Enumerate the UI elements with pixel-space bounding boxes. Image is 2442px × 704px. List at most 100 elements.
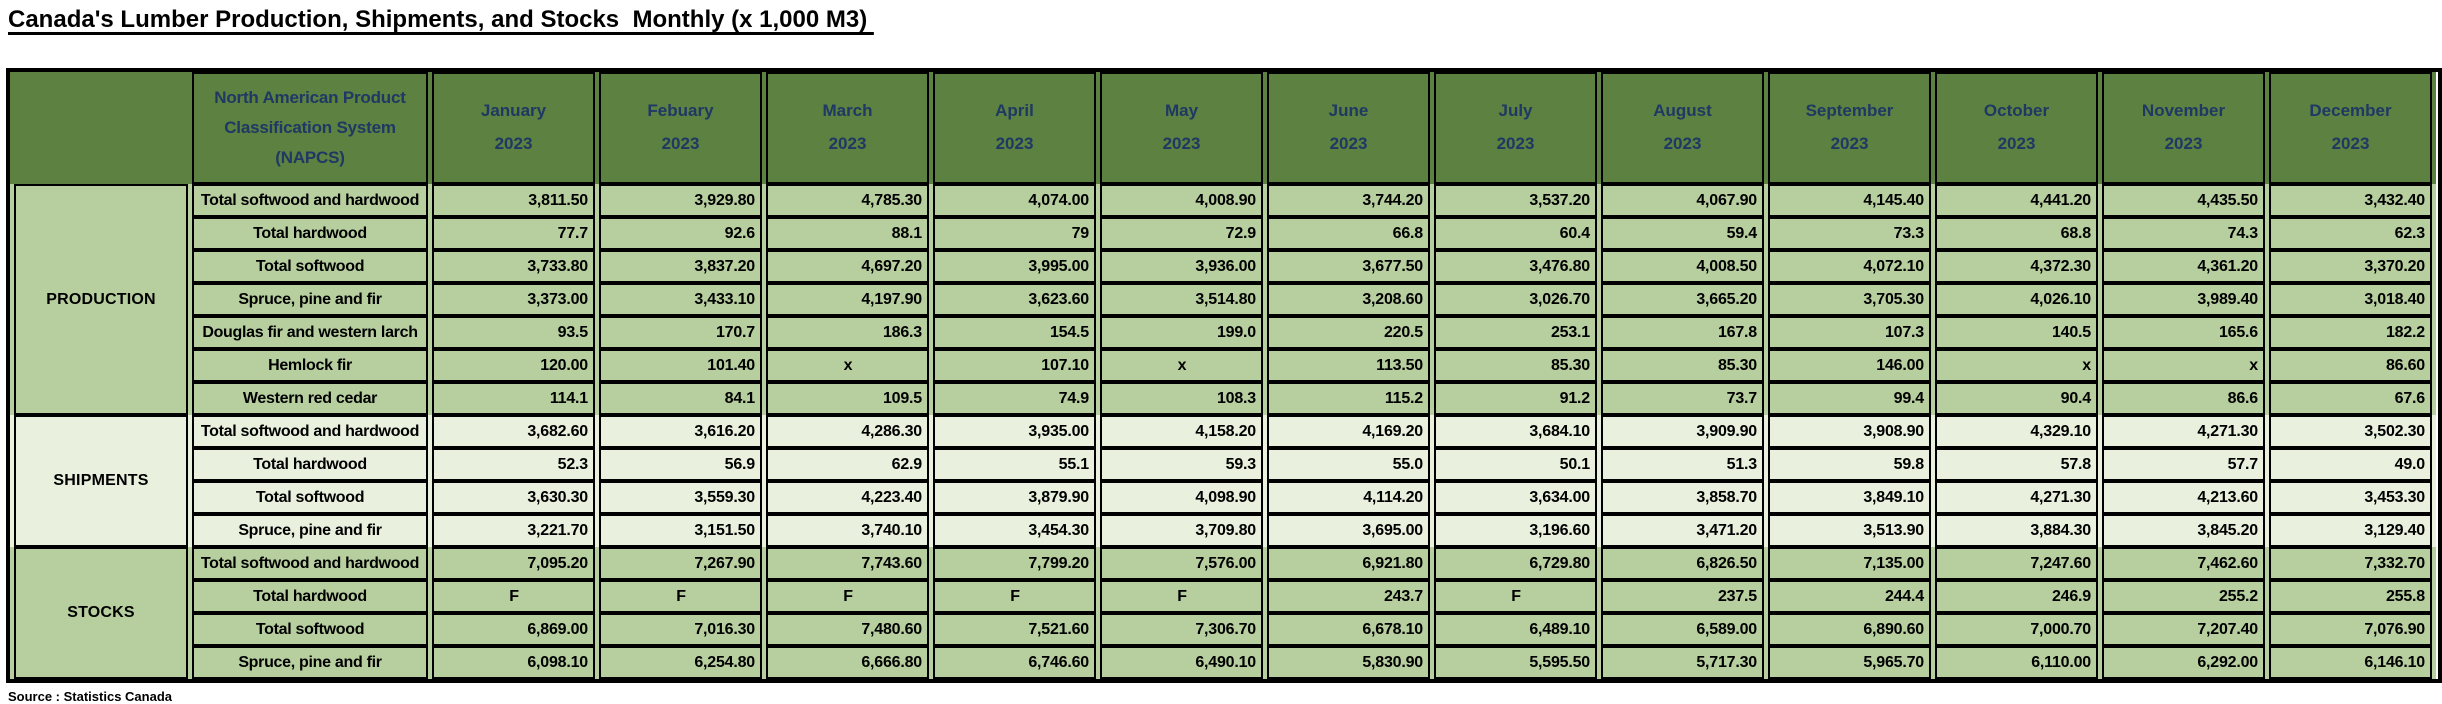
value-cell: 4,067.90: [1601, 184, 1764, 217]
month-header-july: July 2023: [1434, 72, 1597, 184]
value-cell: 3,623.60: [933, 283, 1096, 316]
row-label: Total hardwood: [192, 448, 428, 481]
value-cell: x: [1100, 349, 1263, 382]
value-cell: 255.2: [2102, 580, 2265, 613]
row-label: Total hardwood: [192, 580, 428, 613]
value-cell: 4,098.90: [1100, 481, 1263, 514]
value-cell: x: [2102, 349, 2265, 382]
value-cell: 6,678.10: [1267, 613, 1430, 646]
value-cell: 57.8: [1935, 448, 2098, 481]
value-cell: 237.5: [1601, 580, 1764, 613]
value-cell: 3,849.10: [1768, 481, 1931, 514]
value-cell: 6,826.50: [1601, 547, 1764, 580]
value-cell: 3,908.90: [1768, 415, 1931, 448]
value-cell: 6,292.00: [2102, 646, 2265, 679]
value-cell: 55.1: [933, 448, 1096, 481]
value-cell: 4,697.20: [766, 250, 929, 283]
value-cell: 59.4: [1601, 217, 1764, 250]
table-row: Total softwood 3,733.80 3,837.20 4,697.20 3,…: [14, 250, 2432, 283]
value-cell: 67.6: [2269, 382, 2432, 415]
value-cell: 108.3: [1100, 382, 1263, 415]
value-cell: 146.00: [1768, 349, 1931, 382]
value-cell: 6,589.00: [1601, 613, 1764, 646]
value-cell: 59.3: [1100, 448, 1263, 481]
value-cell: 3,373.00: [432, 283, 595, 316]
value-cell: 7,306.70: [1100, 613, 1263, 646]
value-cell: 165.6: [2102, 316, 2265, 349]
value-cell: 72.9: [1100, 217, 1263, 250]
value-cell: 3,845.20: [2102, 514, 2265, 547]
value-cell: 4,785.30: [766, 184, 929, 217]
lumber-table: North American Product Classification Sys…: [6, 68, 2442, 683]
value-cell: 86.6: [2102, 382, 2265, 415]
value-cell: 101.40: [599, 349, 762, 382]
value-cell: 6,666.80: [766, 646, 929, 679]
value-cell: 88.1: [766, 217, 929, 250]
value-cell: 255.8: [2269, 580, 2432, 613]
value-cell: 7,135.00: [1768, 547, 1931, 580]
table-row: Total softwood 6,869.00 7,016.30 7,480.60 7,…: [14, 613, 2432, 646]
value-cell: 62.3: [2269, 217, 2432, 250]
table-row: SHIPMENTS Total softwood and hardwood 3,68…: [14, 415, 2432, 547]
value-cell: 167.8: [1601, 316, 1764, 349]
value-cell: 3,936.00: [1100, 250, 1263, 283]
value-cell: 246.9: [1935, 580, 2098, 613]
value-cell: F: [933, 580, 1096, 613]
row-label: Total softwood: [192, 613, 428, 646]
row-label: Total softwood: [192, 250, 428, 283]
value-cell: 4,435.50: [2102, 184, 2265, 217]
value-cell: 7,207.40: [2102, 613, 2265, 646]
value-cell: 107.3: [1768, 316, 1931, 349]
table-root: North American Product Classification Sys…: [10, 72, 2438, 679]
value-cell: 7,016.30: [599, 613, 762, 646]
value-cell: 186.3: [766, 316, 929, 349]
value-cell: 7,521.60: [933, 613, 1096, 646]
table-row: PRODUCTION Total softwood and hardwood 3,8…: [14, 184, 2432, 415]
month-header-may: May 2023: [1100, 72, 1263, 184]
table-row: Total softwood 3,630.30 3,559.30 4,223.40 3,…: [14, 481, 2432, 514]
value-cell: 3,684.10: [1434, 415, 1597, 448]
value-cell: 3,471.20: [1601, 514, 1764, 547]
value-cell: 3,630.30: [432, 481, 595, 514]
value-cell: 220.5: [1267, 316, 1430, 349]
value-cell: 3,634.00: [1434, 481, 1597, 514]
value-cell: 3,929.80: [599, 184, 762, 217]
value-cell: 4,329.10: [1935, 415, 2098, 448]
value-cell: 73.7: [1601, 382, 1764, 415]
value-cell: 6,729.80: [1434, 547, 1597, 580]
value-cell: 140.5: [1935, 316, 2098, 349]
month-header-december: December 2023: [2269, 72, 2432, 184]
value-cell: 6,869.00: [432, 613, 595, 646]
month-header-november: November 2023: [2102, 72, 2265, 184]
value-cell: 7,000.70: [1935, 613, 2098, 646]
value-cell: 4,361.20: [2102, 250, 2265, 283]
value-cell: 5,717.30: [1601, 646, 1764, 679]
value-cell: 91.2: [1434, 382, 1597, 415]
value-cell: 113.50: [1267, 349, 1430, 382]
value-cell: F: [766, 580, 929, 613]
value-cell: 3,879.90: [933, 481, 1096, 514]
value-cell: x: [766, 349, 929, 382]
value-cell: 3,129.40: [2269, 514, 2432, 547]
table-row: Total hardwood 77.7 92.6 88.1 79 72.9 66.8 60.4…: [14, 217, 2432, 250]
value-cell: x: [1935, 349, 2098, 382]
value-cell: 85.30: [1601, 349, 1764, 382]
table-header: North American Product Classification Sys…: [10, 72, 2436, 184]
value-cell: 3,811.50: [432, 184, 595, 217]
row-label: Total hardwood: [192, 217, 428, 250]
row-label: Total softwood: [192, 481, 428, 514]
value-cell: 6,146.10: [2269, 646, 2432, 679]
value-cell: 60.4: [1434, 217, 1597, 250]
value-cell: 3,935.00: [933, 415, 1096, 448]
value-cell: 79: [933, 217, 1096, 250]
value-cell: 66.8: [1267, 217, 1430, 250]
value-cell: 6,746.60: [933, 646, 1096, 679]
header-row: North American Product Classification Sys…: [14, 72, 2432, 184]
value-cell: 3,432.40: [2269, 184, 2432, 217]
value-cell: 3,433.10: [599, 283, 762, 316]
value-cell: 7,799.20: [933, 547, 1096, 580]
value-cell: 55.0: [1267, 448, 1430, 481]
value-cell: 90.4: [1935, 382, 2098, 415]
value-cell: 3,196.60: [1434, 514, 1597, 547]
value-cell: 253.1: [1434, 316, 1597, 349]
